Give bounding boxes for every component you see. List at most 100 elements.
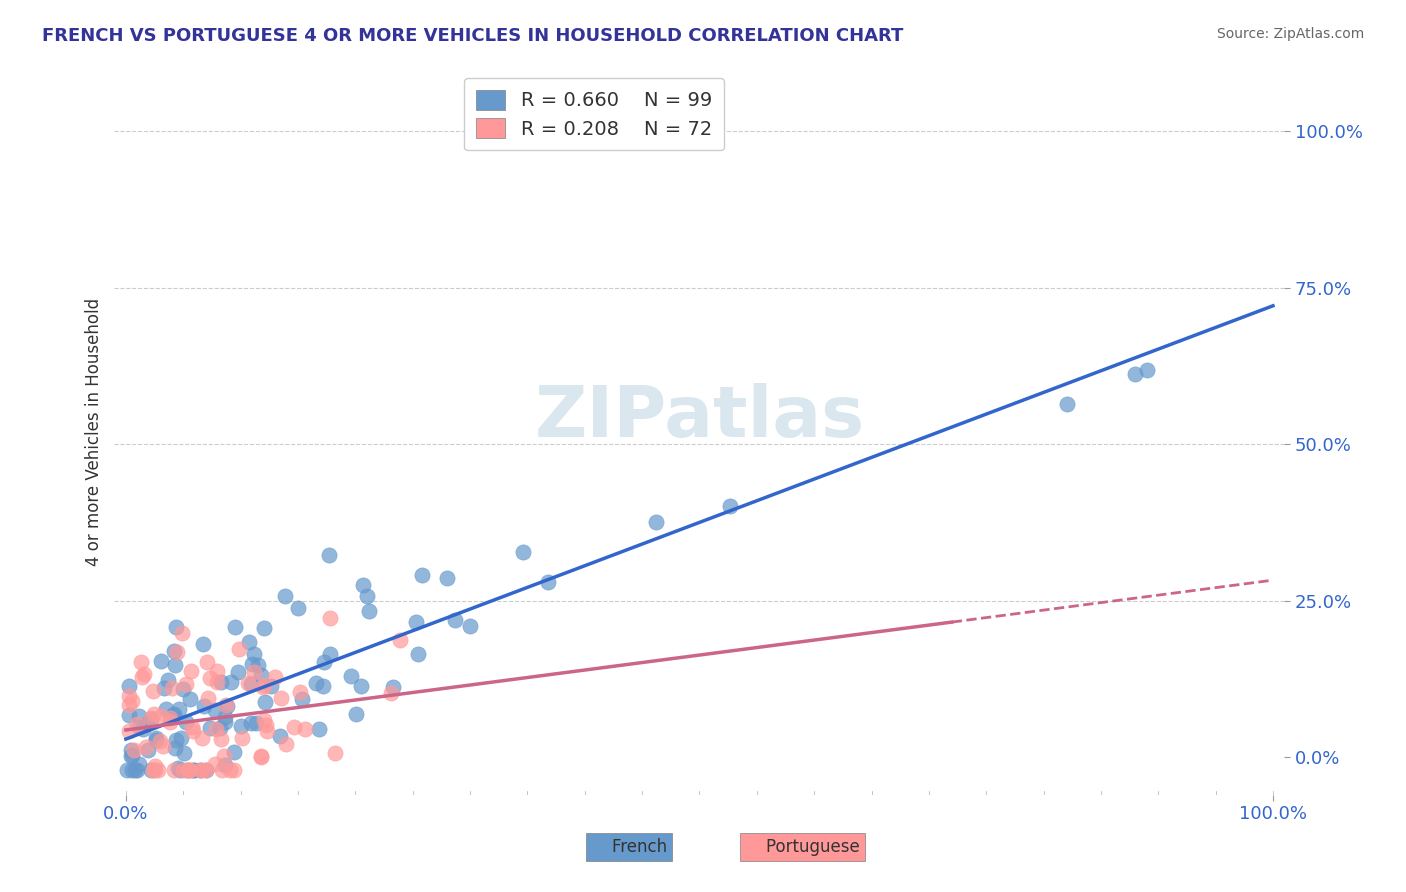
Point: [136, 717, 159, 731]
Point: [240, 657, 263, 672]
Point: [188, 763, 211, 777]
Point: [214, 714, 236, 729]
Point: [121, 694, 143, 708]
Point: [214, 758, 236, 772]
Point: [118, 707, 141, 722]
Point: [190, 763, 212, 777]
Point: [131, 670, 153, 684]
Point: [219, 763, 242, 777]
Point: [219, 675, 242, 690]
Point: [163, 706, 186, 721]
Point: [195, 763, 218, 777]
Point: [357, 604, 380, 618]
Point: [250, 667, 273, 681]
Point: [179, 763, 201, 777]
Point: [274, 589, 297, 603]
Point: [169, 763, 191, 777]
Point: [167, 761, 190, 775]
Point: [243, 648, 266, 662]
Point: [207, 664, 229, 678]
Point: [145, 732, 167, 747]
Point: [228, 642, 250, 657]
Point: [118, 689, 141, 703]
Point: [382, 680, 405, 694]
Point: [512, 545, 534, 559]
Point: [242, 665, 264, 680]
Point: [180, 665, 202, 679]
Point: [150, 709, 173, 723]
Point: [319, 647, 342, 661]
Point: [149, 733, 172, 747]
Point: [165, 620, 187, 634]
Point: [128, 720, 150, 734]
Point: [167, 702, 190, 716]
Point: [208, 721, 231, 735]
Point: [193, 698, 215, 713]
Point: [340, 669, 363, 683]
Point: [172, 626, 194, 640]
Point: [204, 757, 226, 772]
Point: [209, 674, 232, 689]
Point: [179, 763, 201, 777]
Point: [240, 677, 263, 691]
Point: [215, 698, 238, 713]
Point: [139, 711, 162, 725]
Point: [222, 763, 245, 777]
Point: [159, 711, 181, 725]
Point: [269, 729, 291, 743]
Point: [177, 763, 200, 777]
Point: [436, 571, 458, 585]
Point: [406, 648, 429, 662]
Point: [720, 499, 742, 513]
Point: [344, 706, 367, 721]
Point: [256, 723, 278, 738]
Point: [195, 656, 218, 670]
Point: [165, 741, 187, 756]
Point: [141, 763, 163, 777]
Point: [163, 763, 186, 777]
Point: [270, 690, 292, 705]
Point: [411, 568, 433, 582]
Point: [291, 691, 314, 706]
Point: [183, 763, 205, 777]
Point: [204, 702, 226, 716]
Point: [198, 671, 221, 685]
Point: [149, 654, 172, 668]
Point: [160, 681, 183, 695]
Point: [253, 621, 276, 635]
Point: [143, 759, 166, 773]
Point: [174, 676, 197, 690]
Point: [288, 684, 311, 698]
Point: [252, 680, 274, 694]
Point: [222, 745, 245, 759]
Point: [156, 673, 179, 688]
Point: [240, 715, 263, 730]
Y-axis label: 4 or more Vehicles in Household: 4 or more Vehicles in Household: [86, 298, 103, 566]
Point: [143, 763, 166, 777]
Point: [444, 613, 467, 627]
Point: [350, 679, 373, 693]
Point: [224, 620, 246, 634]
Point: [128, 757, 150, 772]
Point: [190, 731, 212, 745]
Point: [253, 678, 276, 692]
Point: [127, 763, 149, 777]
Point: [205, 722, 228, 736]
Point: [254, 718, 277, 732]
Point: [121, 763, 143, 777]
Point: [159, 715, 181, 730]
Point: [1056, 397, 1078, 411]
Point: [152, 739, 174, 754]
Text: Portuguese: Portuguese: [745, 838, 860, 856]
Point: [458, 619, 481, 633]
Point: [121, 747, 143, 762]
Point: [645, 515, 668, 529]
Point: [236, 676, 259, 690]
Point: [207, 674, 229, 689]
Point: [250, 749, 273, 764]
Point: [314, 655, 336, 669]
Point: [356, 590, 378, 604]
Point: [253, 713, 276, 727]
Point: [305, 675, 328, 690]
Point: [118, 723, 141, 738]
